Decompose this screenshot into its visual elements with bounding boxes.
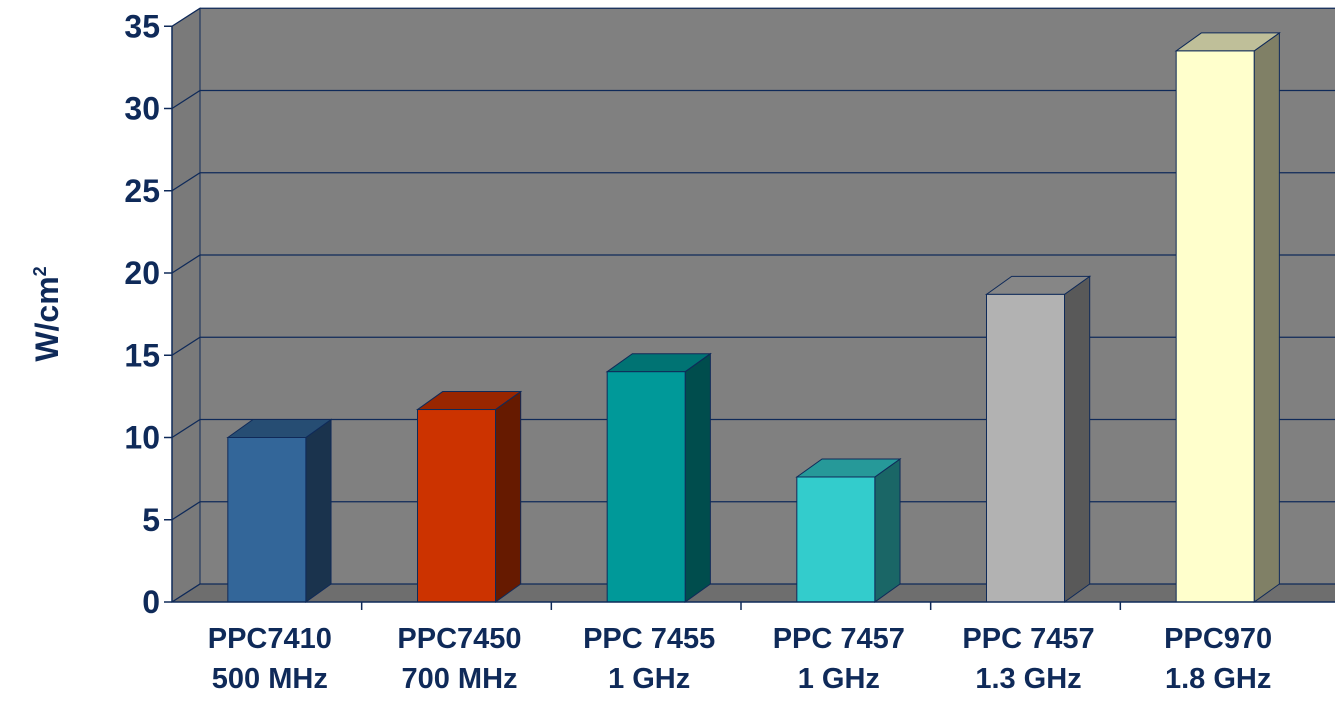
- plot-walls: [170, 7, 1335, 603]
- bar: [415, 390, 523, 603]
- y-axis-label: W/cm2: [29, 266, 65, 361]
- x-tick-label: PPC7410 500 MHz: [208, 623, 332, 695]
- bar-front: [796, 476, 876, 603]
- y-tick-label: 25: [124, 173, 160, 209]
- x-tick-label: PPC 7457 1 GHz: [773, 623, 905, 695]
- axes: [164, 25, 1335, 610]
- gridline: [171, 418, 1335, 439]
- bar-side: [684, 352, 711, 603]
- gridline: [171, 501, 1335, 521]
- x-tick-label-line: 1.3 GHz: [975, 663, 1081, 695]
- y-tick-label: 10: [124, 420, 160, 456]
- grid-lines: [171, 7, 1335, 603]
- y-tick-label: 5: [142, 502, 160, 538]
- x-tick-labels: PPC7410 500 MHz PPC7450 700 MHz PPC 7455 1 GH…: [208, 623, 1272, 695]
- gridline: [171, 254, 1335, 274]
- x-tick-label-line: PPC7450: [397, 623, 521, 655]
- x-tick-label-line: PPC 7457: [773, 623, 905, 655]
- x-tick-label-line: PPC7410: [208, 623, 332, 655]
- x-tick-label: PPC970 1.8 GHz: [1164, 623, 1272, 695]
- bar-side: [495, 390, 522, 603]
- x-tick-label-line: PPC 7457: [962, 623, 1094, 655]
- bar-front: [1175, 50, 1255, 603]
- gridline: [171, 336, 1335, 356]
- bar-side: [874, 458, 901, 603]
- x-tick-label-line: 1.8 GHz: [1165, 663, 1271, 695]
- y-tick-label: 30: [124, 91, 160, 127]
- bar-front: [417, 409, 496, 603]
- x-tick-label-line: PPC970: [1164, 623, 1272, 655]
- y-tick-label: 20: [124, 255, 160, 291]
- bar: [605, 352, 712, 603]
- x-tick-label: PPC 7457 1.3 GHz: [962, 623, 1094, 695]
- gridline: [171, 7, 1335, 27]
- x-tick-label-line: PPC 7455: [583, 623, 715, 655]
- gridline: [171, 583, 1335, 603]
- back-wall: [200, 8, 1335, 584]
- bar: [1174, 31, 1281, 603]
- bar-side: [1064, 275, 1091, 603]
- y-tick-labels: 0 5 10 15 20 25 30 35: [124, 8, 160, 620]
- x-tick-label-line: 700 MHz: [401, 663, 517, 695]
- x-tick-label: PPC7450 700 MHz: [397, 623, 521, 695]
- bar-side: [305, 418, 332, 603]
- side-wall: [171, 7, 201, 603]
- x-tick-label-line: 1 GHz: [798, 663, 880, 695]
- x-tick-label-line: 500 MHz: [212, 663, 328, 695]
- y-tick-label: 35: [124, 8, 160, 44]
- bar-front: [227, 437, 307, 603]
- x-tick-label: PPC 7455 1 GHz: [583, 623, 715, 695]
- y-axis-label-superscript: 2: [30, 266, 50, 276]
- bars: [226, 31, 1281, 603]
- floor: [170, 583, 1335, 603]
- bar-side: [1253, 31, 1280, 603]
- bar-front: [606, 371, 686, 603]
- gridline: [171, 89, 1335, 110]
- gridline: [171, 172, 1335, 192]
- y-tick-label: 0: [142, 584, 160, 620]
- y-axis-label-text: W/cm: [29, 276, 65, 361]
- bar: [795, 458, 902, 603]
- y-tick-label: 15: [124, 337, 160, 373]
- bar-front: [986, 293, 1065, 603]
- bar: [984, 275, 1092, 603]
- bar: [226, 418, 333, 603]
- x-tick-label-line: 1 GHz: [608, 663, 690, 695]
